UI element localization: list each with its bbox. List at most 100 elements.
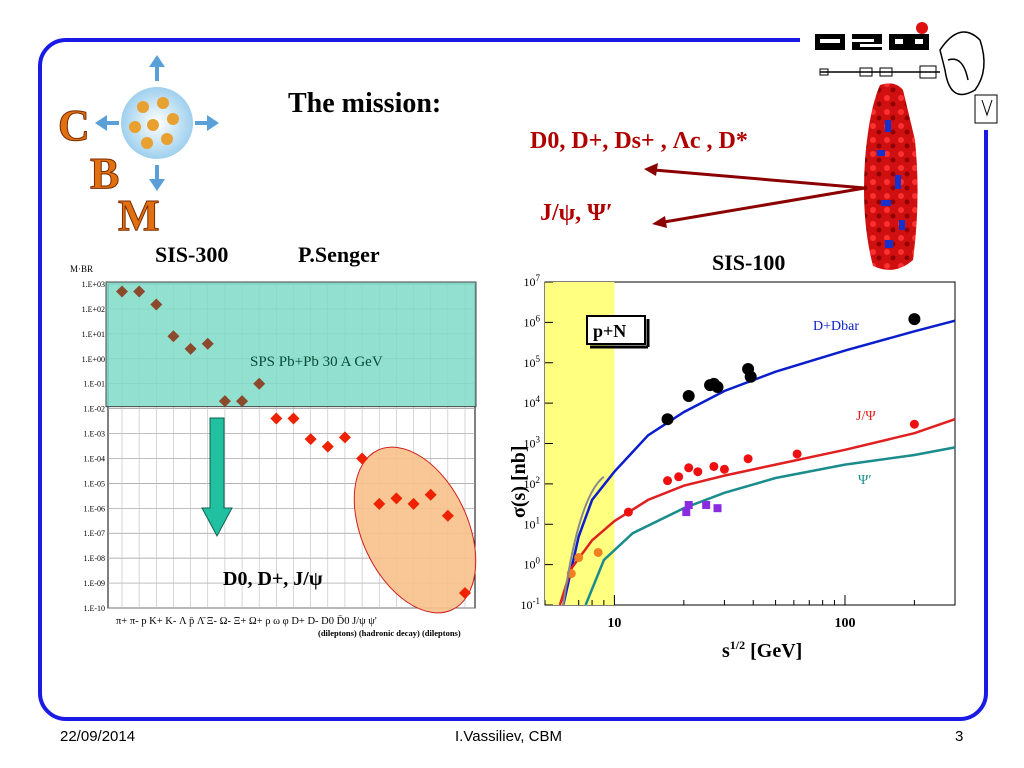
- data-point: [684, 500, 693, 509]
- cbm-letter-b: B: [89, 149, 120, 199]
- y-tick-label: 1.E-03: [83, 430, 105, 439]
- series-label: D+Dbar: [813, 319, 859, 334]
- data-point: [908, 313, 921, 326]
- gsi-logo-icon: [815, 22, 998, 124]
- data-point: [133, 285, 146, 298]
- particles-line: D0, D+, Ds+ , Λc , D*: [530, 128, 748, 155]
- arrow-label: D0, D+, J/ψ: [223, 568, 323, 590]
- data-point: [711, 381, 724, 394]
- y-tick-label: 103: [524, 435, 541, 451]
- y-tick-label: 1.E-05: [83, 479, 105, 488]
- series-label: Ψ′: [858, 473, 871, 488]
- data-point: [663, 476, 673, 486]
- y-tick-label: 1.E-04: [83, 454, 105, 463]
- sis300-label: SIS-300: [155, 242, 229, 267]
- y-tick-label: 1.E-02: [83, 405, 105, 414]
- data-point: [719, 464, 729, 474]
- data-point: [253, 377, 266, 390]
- pointer-arrows: [644, 163, 866, 228]
- y-tick-label: 1.E-09: [83, 579, 105, 588]
- author-label: P.Senger: [298, 242, 380, 267]
- sps-box: [105, 281, 477, 408]
- data-point: [338, 431, 351, 444]
- y-tick-label: 1.E-08: [83, 554, 105, 563]
- data-point: [623, 507, 633, 517]
- data-point: [792, 449, 802, 459]
- y-tick-label: 1.E-07: [83, 529, 105, 538]
- y-tick-label: 1.E-10: [83, 604, 105, 613]
- y-tick-label: 106: [524, 313, 541, 329]
- down-arrow-icon: [201, 417, 233, 538]
- data-point: [218, 395, 231, 408]
- y-tick-label: 105: [524, 354, 541, 370]
- y-tick-label: 1.E+01: [82, 330, 105, 339]
- footer-center: I.Vassiliev, CBM: [455, 728, 562, 745]
- data-point: [321, 440, 334, 453]
- data-point: [709, 461, 719, 471]
- data-point: [116, 285, 128, 298]
- y-tick-label: 1.E+02: [82, 305, 105, 314]
- y-tick-label: 101: [524, 515, 541, 531]
- cbm-logo-icon: [95, 55, 219, 191]
- y-axis-label: σ(s) [nb]: [510, 445, 530, 518]
- x-tick-labels: π+ π- p K+ K- Λ p̄ Λ̄ Ξ- Ω- Ξ+ Ω+ ρ ω φ …: [116, 615, 377, 627]
- pn-label: p+N: [593, 321, 626, 341]
- y-axis-label: M·BR: [70, 264, 93, 274]
- data-point: [702, 500, 711, 509]
- data-point: [693, 467, 703, 477]
- data-point: [593, 547, 603, 557]
- data-point: [373, 497, 386, 510]
- data-point: [390, 492, 403, 505]
- cbm-letter-m: M: [118, 191, 161, 241]
- data-point: [574, 553, 584, 563]
- data-point: [674, 472, 684, 482]
- data-point: [407, 497, 420, 510]
- slide-frame: [38, 38, 988, 721]
- data-point: [201, 337, 214, 350]
- particles-line-text: D0, D+, Ds+ , Λc , D*: [530, 128, 748, 154]
- y-tick-label: 10-1: [521, 596, 541, 612]
- jpsi-line: J/ψ, Ψ′: [540, 200, 613, 226]
- data-point: [150, 298, 163, 311]
- data-point: [184, 342, 197, 355]
- gsi-logo-area: [800, 20, 1024, 130]
- data-point: [167, 330, 180, 343]
- y-tick-label: 102: [524, 475, 541, 491]
- data-point: [909, 419, 919, 429]
- data-point: [743, 454, 753, 464]
- cbm-logo: [55, 55, 240, 235]
- event-display-image: [864, 83, 918, 270]
- footer-page-number: 3: [955, 728, 964, 745]
- data-point: [441, 509, 454, 522]
- x-axis-label: s1/2 [GeV]: [722, 638, 802, 662]
- cbm-letter-c: C: [58, 101, 91, 151]
- data-point: [287, 412, 300, 425]
- series-curve: [558, 418, 956, 606]
- y-tick-label: 1.E+03: [82, 280, 105, 289]
- low-energy-curve: [562, 475, 605, 606]
- footer-date: 22/09/2014: [60, 728, 136, 745]
- data-point: [682, 508, 691, 517]
- sps-box-label: SPS Pb+Pb 30 A GeV: [250, 354, 383, 370]
- data-point: [270, 412, 283, 425]
- cross-section-chart: 10-1 100 101 102 103 104 105 106 107 10 100 s1/2 [G…: [510, 273, 956, 662]
- x-tick-label: 100: [834, 616, 855, 631]
- data-point: [684, 463, 694, 473]
- data-point: [356, 452, 369, 465]
- y-tick-label: 1.E+00: [82, 355, 105, 364]
- y-tick-label: 1.E-01: [83, 380, 105, 389]
- data-point: [459, 586, 471, 599]
- multiplicity-chart: 1.E+03 1.E+02 1.E+01 1.E+00 1.E-01 1.E-02 1.E-…: [70, 264, 477, 638]
- x-group-labels: (dileptons) (hadronic decay) (dileptons): [318, 628, 461, 638]
- charm-ellipse: [353, 446, 477, 614]
- data-point: [304, 433, 317, 446]
- data-point: [236, 395, 249, 408]
- y-tick-label: 1.E-06: [83, 504, 105, 513]
- series-curve: [584, 446, 956, 606]
- sis100-label: SIS-100: [712, 250, 786, 275]
- x-tick-label: 10: [607, 616, 621, 631]
- data-point: [713, 504, 722, 513]
- y-tick-label: 100: [524, 556, 541, 572]
- data-point: [424, 488, 437, 501]
- series-curve: [562, 319, 956, 606]
